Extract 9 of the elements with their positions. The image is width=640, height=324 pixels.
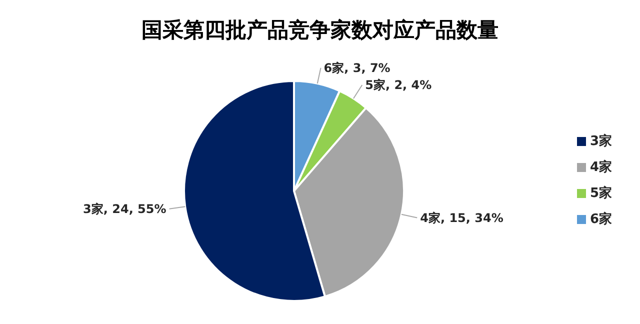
legend-label: 3家 — [590, 134, 612, 149]
legend-label: 6家 — [590, 212, 612, 227]
data-label: 4家, 15, 34% — [420, 210, 504, 225]
legend-label: 4家 — [590, 160, 612, 175]
data-label: 6家, 3, 7% — [324, 60, 390, 75]
data-label: 3家, 24, 55% — [83, 202, 166, 216]
legend-label: 5家 — [590, 186, 612, 201]
chart-title: 国采第四批产品竞争家数对应产品数量 — [140, 17, 500, 44]
data-label: 5家, 2, 4% — [365, 78, 432, 92]
